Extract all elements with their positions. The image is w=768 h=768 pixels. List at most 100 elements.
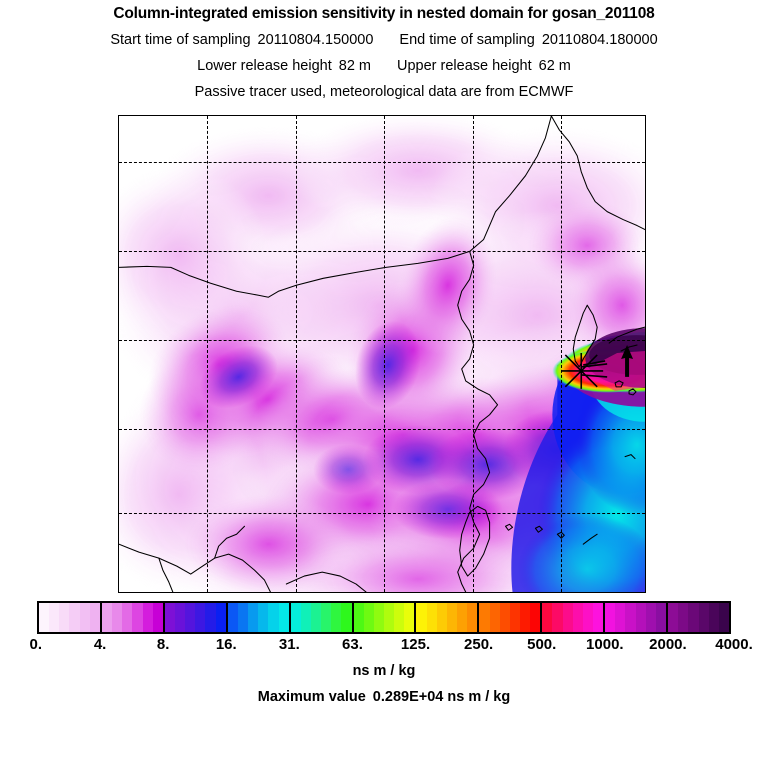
colorbar-step (593, 603, 604, 632)
maximum-value-text: Maximum value (257, 689, 366, 705)
end-time-label: End time of sampling (399, 32, 535, 48)
colorbar-step (268, 603, 279, 632)
colorbar-step (205, 603, 216, 632)
colorbar-tick-labels: 0. 4. 8. 16. 31. 63. 125. 250. 500. 1000. 2000. 400… (0, 636, 768, 658)
colorbar-tick: 125. (400, 636, 431, 653)
colorbar-step (688, 603, 699, 632)
colorbar-step (185, 603, 196, 632)
colorbar-step (89, 603, 100, 632)
colorbar-segment (39, 603, 102, 632)
colorbar-segment (416, 603, 480, 632)
start-time-label: Start time of sampling (110, 32, 251, 48)
colorbar-step (384, 603, 395, 632)
colorbar-step (499, 603, 510, 632)
colorbar-step (509, 603, 520, 632)
colorbar-tick: 2000. (649, 636, 687, 653)
sampling-time-row: Start time of sampling 20110804.150000 End… (0, 32, 768, 48)
colorbar-step (331, 603, 342, 632)
colorbar-step (436, 603, 447, 632)
colorbar-tick: 0. (29, 636, 43, 653)
colorbar-step (363, 603, 374, 632)
colorbar-step (39, 603, 50, 632)
colorbar-step (215, 603, 226, 632)
colorbar-step (698, 603, 709, 632)
colorbar-tick: 500. (527, 636, 557, 653)
colorbar-step (278, 603, 289, 632)
colorbar-tick: 63. (342, 636, 363, 653)
colorbar-step (552, 603, 563, 632)
colorbar-segment (479, 603, 543, 632)
colorbar-step (79, 603, 90, 632)
colorbar-gradient (37, 601, 731, 634)
colorbar-step (112, 603, 123, 632)
colorbar-step (645, 603, 656, 632)
colorbar-segment (542, 603, 606, 632)
colorbar-step (426, 603, 437, 632)
colorbar-tick: 4000. (715, 636, 753, 653)
colorbar-step (321, 603, 332, 632)
upper-release-height-value: 62 m (538, 58, 571, 74)
colorbar-step (668, 603, 679, 632)
colorbar (37, 601, 731, 634)
colorbar-step (489, 603, 500, 632)
colorbar-step (635, 603, 646, 632)
colorbar-step (69, 603, 80, 632)
tracer-note: Passive tracer used, meteorological data… (194, 84, 574, 100)
colorbar-step (258, 603, 269, 632)
colorbar-step (227, 603, 238, 632)
colorbar-step (174, 603, 186, 632)
colorbar-step (248, 603, 259, 632)
colorbar-step (718, 603, 729, 632)
end-time-value: 20110804.180000 (541, 32, 658, 48)
colorbar-step (164, 603, 175, 632)
colorbar-step (290, 603, 301, 632)
lower-release-height-value: 82 m (338, 58, 371, 74)
colorbar-step (582, 603, 594, 632)
colorbar-step (678, 603, 689, 632)
colorbar-segment (353, 603, 417, 632)
colorbar-step (300, 603, 311, 632)
colorbar-step (237, 603, 249, 632)
colorbar-tick: 250. (464, 636, 494, 653)
colorbar-tick: 8. (156, 636, 170, 653)
colorbar-segment (227, 603, 291, 632)
colorbar-step (530, 603, 541, 632)
maximum-value-number: 0.289E+04 ns m / kg (372, 689, 511, 705)
colorbar-segment (605, 603, 669, 632)
colorbar-segment (668, 603, 729, 632)
colorbar-step (519, 603, 531, 632)
colorbar-step (542, 603, 553, 632)
colorbar-step (605, 603, 616, 632)
colorbar-step (625, 603, 636, 632)
colorbar-step (373, 603, 384, 632)
colorbar-step (479, 603, 490, 632)
colorbar-step (562, 603, 573, 632)
colorbar-step (341, 603, 352, 632)
colorbar-step (708, 603, 719, 632)
colorbar-step (101, 603, 113, 632)
colorbar-step (457, 603, 468, 632)
maximum-value-label: Maximum value 0.289E+04 ns m / kg (0, 689, 768, 705)
colorbar-step (310, 603, 322, 632)
colorbar-units-label: ns m / kg (352, 663, 416, 679)
colorbar-step (404, 603, 415, 632)
colorbar-step (122, 603, 133, 632)
colorbar-step (49, 603, 60, 632)
start-time-value: 20110804.150000 (257, 32, 374, 48)
colorbar-segment (101, 603, 165, 632)
colorbar-step (142, 603, 153, 632)
colorbar-step (572, 603, 583, 632)
colorbar-step (467, 603, 478, 632)
colorbar-step (416, 603, 427, 632)
colorbar-tick: 4. (93, 636, 107, 653)
map-panel (118, 115, 646, 593)
colorbar-step (394, 603, 405, 632)
colorbar-tick: 31. (278, 636, 300, 653)
page-title: Column-integrated emission sensitivity i… (113, 5, 655, 22)
colorbar-step (59, 603, 70, 632)
colorbar-step (152, 603, 163, 632)
colorbar-step (195, 603, 206, 632)
colorbar-tick: 16. (215, 636, 237, 653)
colorbar-step (615, 603, 626, 632)
